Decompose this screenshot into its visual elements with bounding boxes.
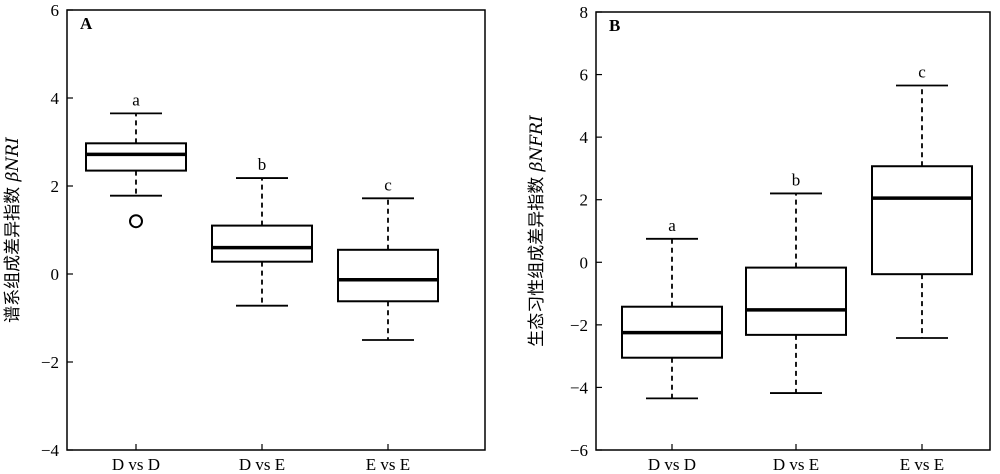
panel-a: −4 −2 0 2 4 6 A 谱系组成差异指数 βNRI D vs D a D vs E b E vs… [3,1,486,474]
significance-letter: b [258,155,267,174]
panel-letter: A [80,14,93,33]
x-category-label: D vs E [773,455,819,474]
plot-frame [66,9,486,451]
significance-letter: c [384,175,392,194]
y-axis-label-text: 谱系组成差异指数 [3,181,23,322]
y-axis-label-symbol: βNRI [3,137,23,183]
box-iqr [337,248,439,303]
box-iqr [871,165,973,276]
box-iqr [211,224,313,263]
y-axis-label: 谱系组成差异指数 βNRI [3,137,23,323]
y-tick-label: 0 [51,265,60,284]
y-axis-label-text: 生态习性组成差异指数 [527,171,547,346]
y-tick-label: 4 [580,128,589,147]
y-tick-label: −2 [41,353,59,372]
y-tick-label: 0 [580,253,589,272]
y-tick-label: 2 [51,177,60,196]
y-tick-label: −4 [570,378,589,397]
significance-letter: c [918,63,926,82]
box-iqr [85,142,187,172]
y-tick-label: −6 [570,441,588,460]
x-category-label: D vs D [112,455,160,474]
significance-letter: b [792,170,801,189]
outlier-point [129,214,143,229]
y-axis-label-symbol: βNFRI [527,115,547,172]
panel-letter: B [609,16,620,35]
x-category-label: D vs D [648,455,696,474]
y-tick-label: 8 [580,3,589,22]
y-tick-label: 6 [580,66,589,85]
significance-letter: a [668,216,676,235]
panel-b: −6 −4 −2 0 2 4 6 8 B 生态习性组成差异指数 βNFRI D vs D a D vs … [527,3,991,474]
y-axis-label: 生态习性组成差异指数 βNFRI [527,115,547,347]
y-tick-label: −4 [41,441,60,460]
plot-frame [595,11,991,451]
x-category-label: D vs E [239,455,285,474]
y-tick-label: 6 [51,1,60,20]
box-iqr [745,266,847,336]
y-tick-label: 4 [51,89,60,108]
x-category-label: E vs E [900,455,944,474]
x-category-label: E vs E [366,455,410,474]
y-tick-label: 2 [580,191,589,210]
y-tick-label: −2 [570,316,588,335]
significance-letter: a [132,90,140,109]
